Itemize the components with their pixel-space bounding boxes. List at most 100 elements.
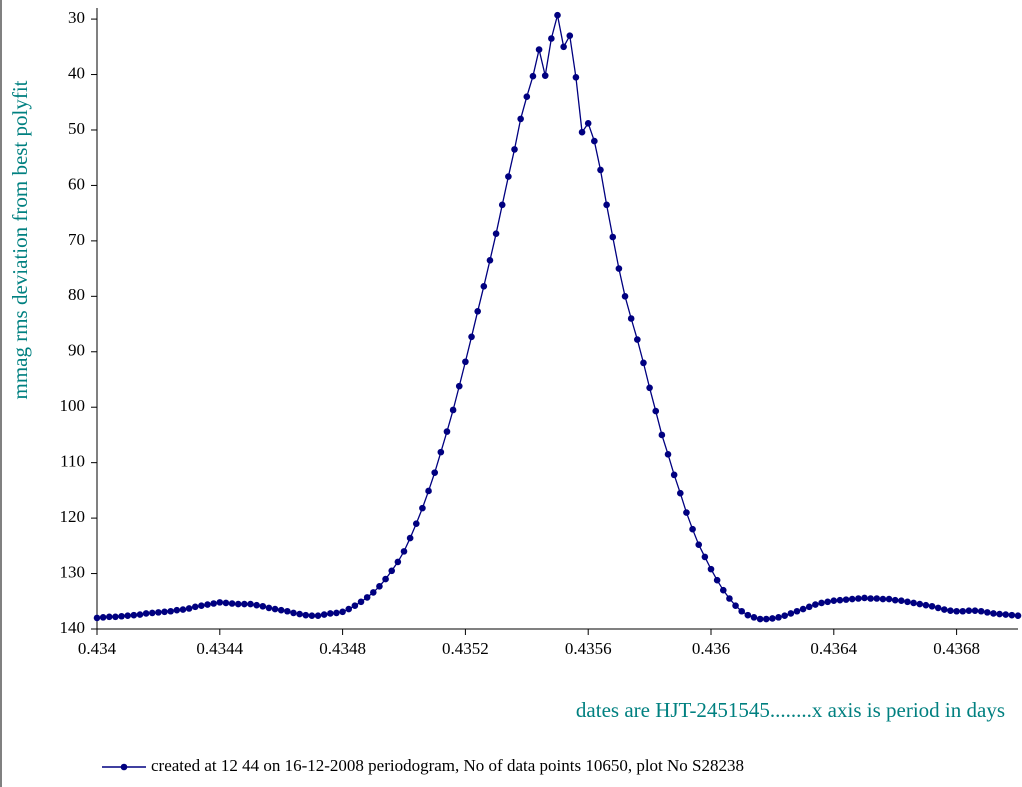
data-point (105, 613, 113, 621)
data-point (1008, 611, 1016, 619)
data-point (308, 612, 316, 619)
data-point (241, 600, 248, 608)
data-point (750, 614, 758, 621)
data-point (179, 606, 187, 613)
data-point (302, 611, 310, 619)
data-point (689, 525, 696, 533)
data-point (965, 607, 973, 615)
data-point (284, 607, 291, 615)
data-point (320, 611, 328, 618)
data-point (842, 596, 850, 603)
data-point (155, 609, 162, 616)
data-point (879, 595, 887, 603)
data-point (677, 489, 684, 497)
data-point (382, 575, 389, 583)
data-point (99, 614, 107, 621)
data-point (431, 469, 439, 476)
data-point (228, 600, 236, 607)
data-point (855, 595, 862, 602)
data-point (738, 607, 745, 615)
data-point (695, 541, 703, 549)
data-point (652, 407, 660, 415)
data-point (333, 609, 340, 617)
data-point (253, 601, 260, 609)
data-point (357, 598, 365, 606)
data-point (161, 608, 168, 616)
x-tick-label: 0.4364 (810, 639, 857, 658)
data-point (425, 487, 432, 495)
data-point (977, 607, 985, 615)
data-point (1014, 612, 1022, 619)
data-point (498, 201, 506, 209)
data-point (148, 609, 156, 617)
y-axis-label: mmag rms deviation from best polyfit (8, 80, 32, 399)
data-point (603, 201, 610, 209)
y-tick-label: 60 (68, 174, 85, 193)
data-point (437, 448, 445, 456)
data-point (941, 606, 948, 613)
data-point (640, 359, 647, 367)
data-point (93, 614, 101, 622)
data-point (535, 46, 543, 53)
data-point (345, 605, 353, 613)
data-point (234, 600, 242, 608)
data-point (910, 599, 917, 607)
data-point (947, 607, 954, 615)
data-point (468, 333, 475, 341)
data-point (265, 604, 273, 612)
data-point (388, 567, 396, 575)
data-point (658, 431, 666, 439)
data-point (554, 11, 561, 19)
data-point (511, 146, 518, 153)
data-point (781, 612, 788, 619)
data-point (290, 609, 297, 617)
data-point (953, 607, 960, 615)
data-point (873, 595, 881, 602)
data-point (762, 615, 770, 623)
data-point (867, 595, 874, 602)
data-point (376, 583, 383, 590)
data-point (185, 605, 193, 612)
data-point (351, 602, 359, 610)
y-tick-label: 80 (68, 285, 85, 304)
series-line (96, 15, 1019, 620)
data-point (370, 589, 377, 596)
data-point (259, 602, 267, 610)
data-point (683, 509, 690, 516)
y-tick-label: 40 (68, 63, 85, 82)
data-point (198, 602, 205, 610)
data-point (824, 598, 831, 606)
data-point (204, 601, 211, 608)
data-point (492, 230, 500, 237)
data-point (726, 595, 733, 602)
data-point (621, 293, 629, 300)
data-point (339, 608, 346, 616)
data-point (713, 576, 721, 584)
data-point (443, 428, 451, 435)
legend-marker (120, 763, 128, 771)
data-point (591, 137, 598, 145)
data-point (136, 611, 144, 618)
x-tick-label: 0.4352 (442, 639, 489, 658)
data-point (406, 534, 414, 542)
data-point (1002, 611, 1010, 618)
data-point (517, 115, 524, 123)
data-point (112, 613, 119, 621)
data-point (732, 602, 739, 610)
data-point (541, 72, 549, 79)
data-point (615, 265, 623, 272)
legend-label: created at 12 44 on 16-12-2008 periodogr… (151, 756, 744, 775)
data-point (787, 610, 795, 617)
data-point (412, 520, 420, 527)
data-point (719, 586, 727, 594)
data-point (142, 610, 150, 617)
data-point (560, 43, 567, 51)
x-tick-label: 0.436 (692, 639, 730, 658)
data-point (744, 611, 752, 619)
data-point (830, 597, 838, 605)
data-point (191, 603, 199, 611)
data-point (455, 382, 463, 390)
data-point (327, 610, 334, 617)
data-point (793, 607, 801, 615)
